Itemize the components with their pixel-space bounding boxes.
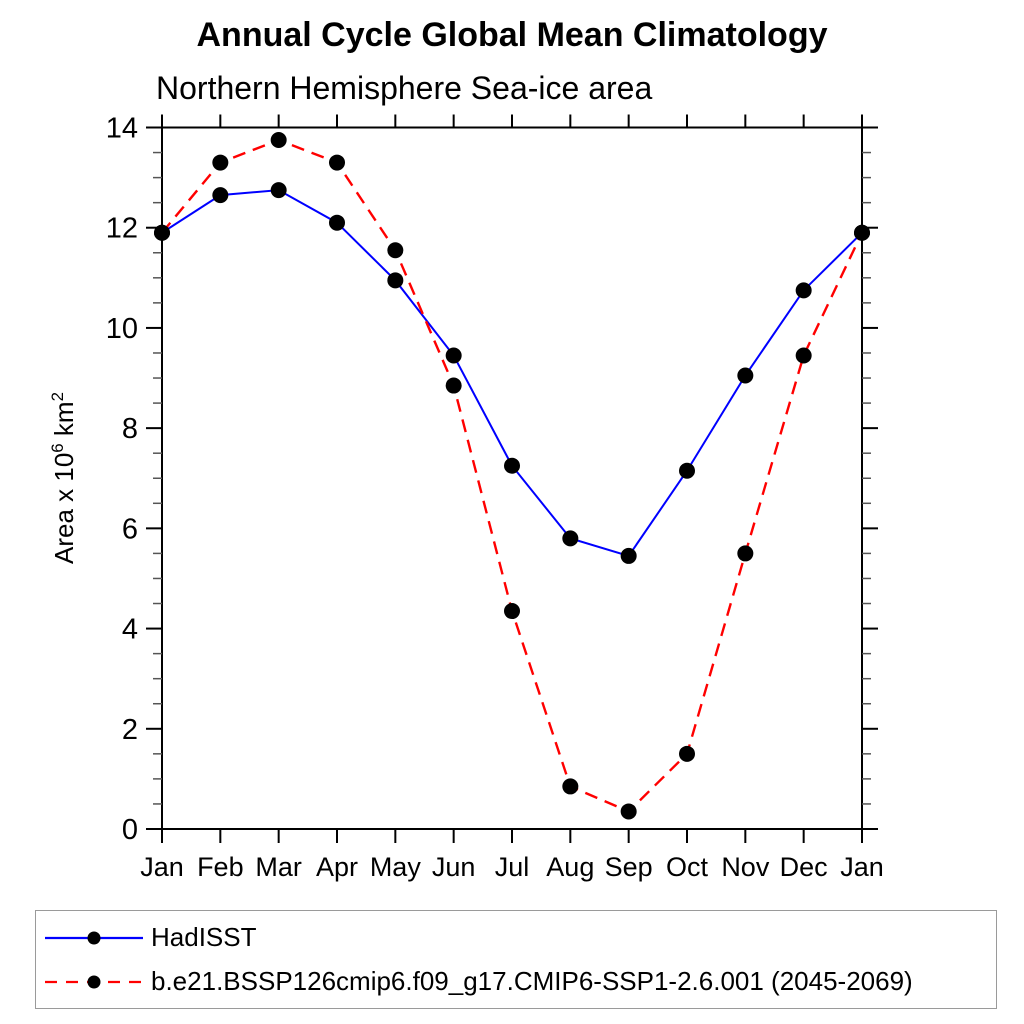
data-point xyxy=(620,547,637,564)
data-point xyxy=(445,347,462,364)
data-point xyxy=(679,745,695,762)
data-point xyxy=(329,154,345,171)
x-tick-label: Apr xyxy=(316,852,358,882)
x-tick-label: Dec xyxy=(780,852,828,882)
data-point xyxy=(387,242,404,259)
data-point xyxy=(154,224,170,241)
data-point xyxy=(270,132,287,149)
data-point xyxy=(212,187,229,204)
ssp126-dashed-line-swatch-icon xyxy=(45,975,143,988)
data-point xyxy=(737,367,754,384)
series-line-0 xyxy=(161,189,863,558)
data-point xyxy=(504,603,520,620)
chart-subtitle: Northern Hemisphere Sea-ice area xyxy=(156,70,653,106)
y-tick-label: 14 xyxy=(106,113,138,145)
series-line-1 xyxy=(161,138,864,813)
x-tick-label: Jan xyxy=(840,852,884,882)
data-point xyxy=(329,214,345,231)
data-point xyxy=(795,282,812,299)
legend-marker-1 xyxy=(87,975,101,988)
chart-title: Annual Cycle Global Mean Climatology xyxy=(196,16,828,54)
x-tick-label: Aug xyxy=(546,852,594,882)
x-tick-label: Oct xyxy=(666,852,709,882)
data-point xyxy=(737,545,754,562)
data-point xyxy=(854,224,870,241)
legend-box: HadISST b.e21.BSSP126cmip6.f09_g17.CMIP6… xyxy=(35,910,997,1009)
x-tick-label: Jan xyxy=(140,852,184,882)
x-tick-label: Nov xyxy=(721,852,770,882)
legend-row-ssp126: b.e21.BSSP126cmip6.f09_g17.CMIP6-SSP1-2.… xyxy=(36,963,996,1001)
y-tick-label: 4 xyxy=(122,614,138,646)
x-tick-label: Feb xyxy=(197,852,244,882)
y-tick-label: 6 xyxy=(122,513,138,545)
data-point xyxy=(620,803,637,820)
x-tick-label: Jul xyxy=(495,852,530,882)
x-tick-label: Jun xyxy=(432,852,476,882)
legend-marker-0 xyxy=(87,931,101,944)
data-point xyxy=(562,778,579,795)
y-tick-label: 10 xyxy=(106,313,138,345)
y-tick-label: 2 xyxy=(122,714,138,746)
x-tick-label: Sep xyxy=(605,852,653,882)
data-point xyxy=(795,347,812,364)
data-point xyxy=(445,377,462,394)
data-point xyxy=(212,154,229,171)
y-tick-label: 8 xyxy=(122,413,138,445)
legend-label-hadisst: HadISST xyxy=(151,922,257,952)
hadisst-line-swatch-icon xyxy=(45,931,143,944)
x-tick-label: Mar xyxy=(255,852,302,882)
y-tick-label: 0 xyxy=(122,814,138,846)
data-point xyxy=(387,272,404,289)
data-point xyxy=(679,462,695,479)
legend-label-ssp126: b.e21.BSSP126cmip6.f09_g17.CMIP6-SSP1-2.… xyxy=(151,966,913,996)
x-tick-label: May xyxy=(370,852,422,882)
data-point xyxy=(562,530,579,547)
legend-row-hadisst: HadISST xyxy=(36,919,996,957)
y-tick-label: 12 xyxy=(106,213,138,245)
plot-frame xyxy=(161,126,863,830)
data-point xyxy=(270,182,287,199)
data-point xyxy=(504,457,520,474)
